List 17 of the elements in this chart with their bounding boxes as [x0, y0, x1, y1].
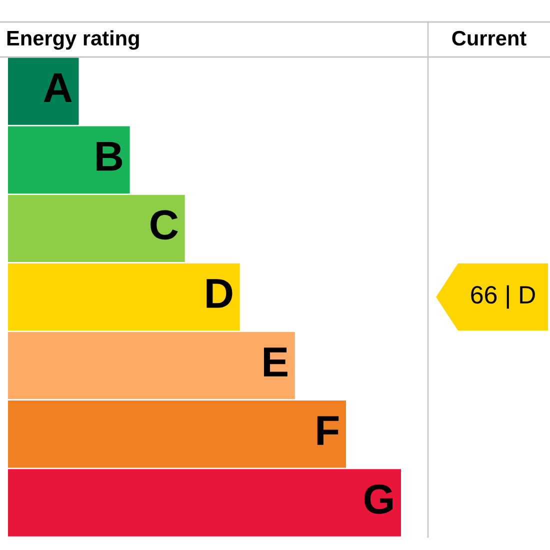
- bar: [8, 263, 240, 331]
- y-tick-label: D: [206, 279, 232, 308]
- y-tick-label: G: [364, 484, 393, 514]
- y-tick-label: E: [264, 348, 288, 376]
- bar: [8, 469, 401, 536]
- bar: [8, 194, 185, 262]
- bar: [8, 58, 79, 125]
- y-tick-label: F: [317, 416, 339, 445]
- text: 66 | D: [471, 285, 535, 309]
- bar: [8, 126, 130, 194]
- chart-title: Energy rating: [7, 30, 139, 50]
- bar: [8, 332, 295, 400]
- y-tick-label: A: [44, 73, 72, 102]
- bar: [8, 400, 346, 468]
- text: Current: [452, 30, 526, 46]
- y-tick-label: B: [96, 142, 122, 171]
- y-tick-label: C: [150, 210, 178, 240]
